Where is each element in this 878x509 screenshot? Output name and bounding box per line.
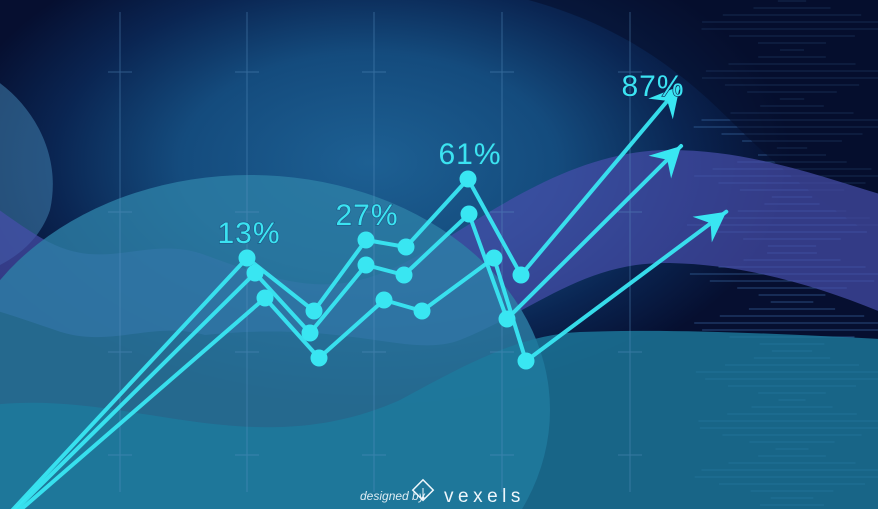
svg-text:27%: 27%	[335, 199, 398, 232]
svg-text:61%: 61%	[438, 138, 501, 171]
svg-text:vexels: vexels	[444, 486, 525, 507]
svg-text:designed by: designed by	[360, 489, 426, 503]
svg-text:87%: 87%	[621, 70, 684, 103]
svg-text:13%: 13%	[217, 217, 280, 250]
